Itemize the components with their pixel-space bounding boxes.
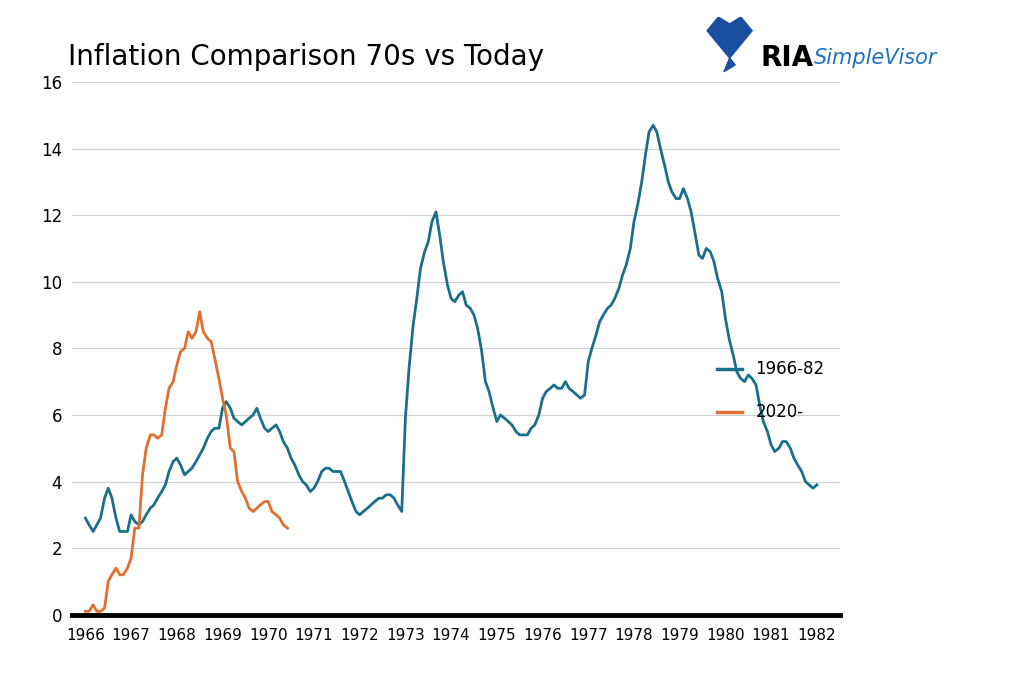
Legend: 1966-82, 2020-: 1966-82, 2020- [711,354,831,428]
Text: RIA: RIA [761,44,814,72]
Text: SimpleVisor: SimpleVisor [814,48,938,68]
Text: Inflation Comparison 70s vs Today: Inflation Comparison 70s vs Today [68,43,544,71]
Polygon shape [724,58,735,72]
Polygon shape [708,17,753,58]
